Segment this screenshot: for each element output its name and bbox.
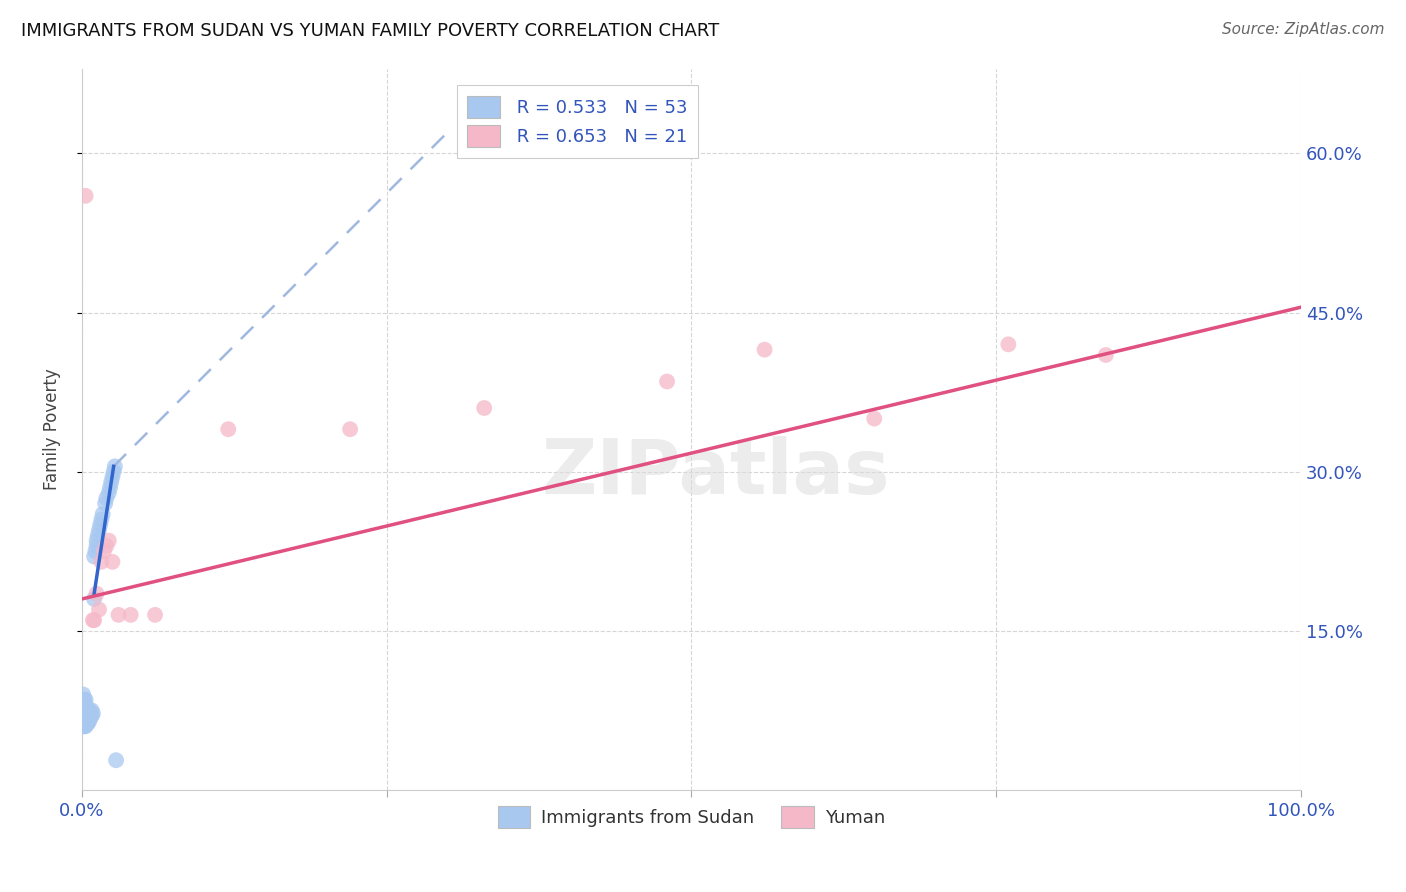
Point bbox=[82, 706, 104, 721]
Point bbox=[77, 703, 100, 717]
Point bbox=[79, 711, 101, 725]
Point bbox=[97, 533, 120, 548]
Point bbox=[863, 411, 886, 425]
Point bbox=[73, 719, 96, 733]
Point bbox=[87, 602, 110, 616]
Point bbox=[76, 717, 98, 731]
Point bbox=[77, 708, 100, 723]
Point bbox=[997, 337, 1019, 351]
Legend: Immigrants from Sudan, Yuman: Immigrants from Sudan, Yuman bbox=[491, 798, 893, 835]
Point bbox=[77, 714, 100, 728]
Point bbox=[91, 507, 114, 521]
Point bbox=[75, 719, 97, 733]
Point bbox=[72, 703, 94, 717]
Point bbox=[77, 716, 100, 731]
Text: ZIPatlas: ZIPatlas bbox=[541, 435, 890, 509]
Point bbox=[105, 753, 128, 767]
Point bbox=[97, 486, 120, 500]
Point bbox=[90, 512, 112, 526]
Point bbox=[73, 692, 96, 706]
Point bbox=[120, 607, 142, 622]
Point bbox=[72, 719, 94, 733]
Point bbox=[83, 591, 105, 606]
Point bbox=[87, 528, 110, 542]
Point bbox=[94, 496, 117, 510]
Y-axis label: Family Poverty: Family Poverty bbox=[44, 368, 60, 490]
Point bbox=[73, 708, 96, 723]
Point bbox=[107, 607, 129, 622]
Point bbox=[79, 706, 101, 720]
Point bbox=[77, 706, 100, 720]
Point bbox=[83, 549, 105, 564]
Text: IMMIGRANTS FROM SUDAN VS YUMAN FAMILY POVERTY CORRELATION CHART: IMMIGRANTS FROM SUDAN VS YUMAN FAMILY PO… bbox=[21, 22, 720, 40]
Point bbox=[89, 517, 111, 532]
Point bbox=[93, 544, 115, 558]
Point bbox=[472, 401, 495, 415]
Point bbox=[100, 475, 122, 490]
Point bbox=[72, 708, 94, 723]
Point bbox=[72, 688, 94, 702]
Point bbox=[104, 459, 127, 474]
Point bbox=[75, 189, 97, 203]
Point bbox=[75, 698, 97, 712]
Point bbox=[73, 698, 96, 712]
Point bbox=[80, 703, 103, 717]
Point bbox=[76, 712, 98, 726]
Point bbox=[103, 465, 125, 479]
Point bbox=[83, 613, 105, 627]
Point bbox=[90, 555, 112, 569]
Point bbox=[101, 555, 124, 569]
Point bbox=[96, 539, 118, 553]
Point bbox=[217, 422, 239, 436]
Point bbox=[101, 470, 124, 484]
Point bbox=[75, 692, 97, 706]
Point bbox=[87, 523, 110, 537]
Point bbox=[82, 613, 104, 627]
Point bbox=[76, 701, 98, 715]
Point bbox=[76, 706, 98, 721]
Point bbox=[73, 714, 96, 728]
Point bbox=[96, 491, 118, 505]
Point bbox=[72, 698, 94, 712]
Point bbox=[339, 422, 361, 436]
Point bbox=[84, 544, 107, 558]
Point bbox=[754, 343, 776, 357]
Point bbox=[86, 533, 108, 548]
Point bbox=[655, 375, 678, 389]
Point bbox=[72, 692, 94, 706]
Point bbox=[80, 708, 103, 723]
Point bbox=[86, 587, 108, 601]
Text: Source: ZipAtlas.com: Source: ZipAtlas.com bbox=[1222, 22, 1385, 37]
Point bbox=[75, 703, 97, 717]
Point bbox=[75, 714, 97, 728]
Point bbox=[72, 714, 94, 728]
Point bbox=[75, 708, 97, 723]
Point bbox=[98, 481, 121, 495]
Point bbox=[77, 711, 100, 725]
Point bbox=[143, 607, 166, 622]
Point bbox=[1095, 348, 1118, 362]
Point bbox=[86, 539, 108, 553]
Point bbox=[73, 703, 96, 717]
